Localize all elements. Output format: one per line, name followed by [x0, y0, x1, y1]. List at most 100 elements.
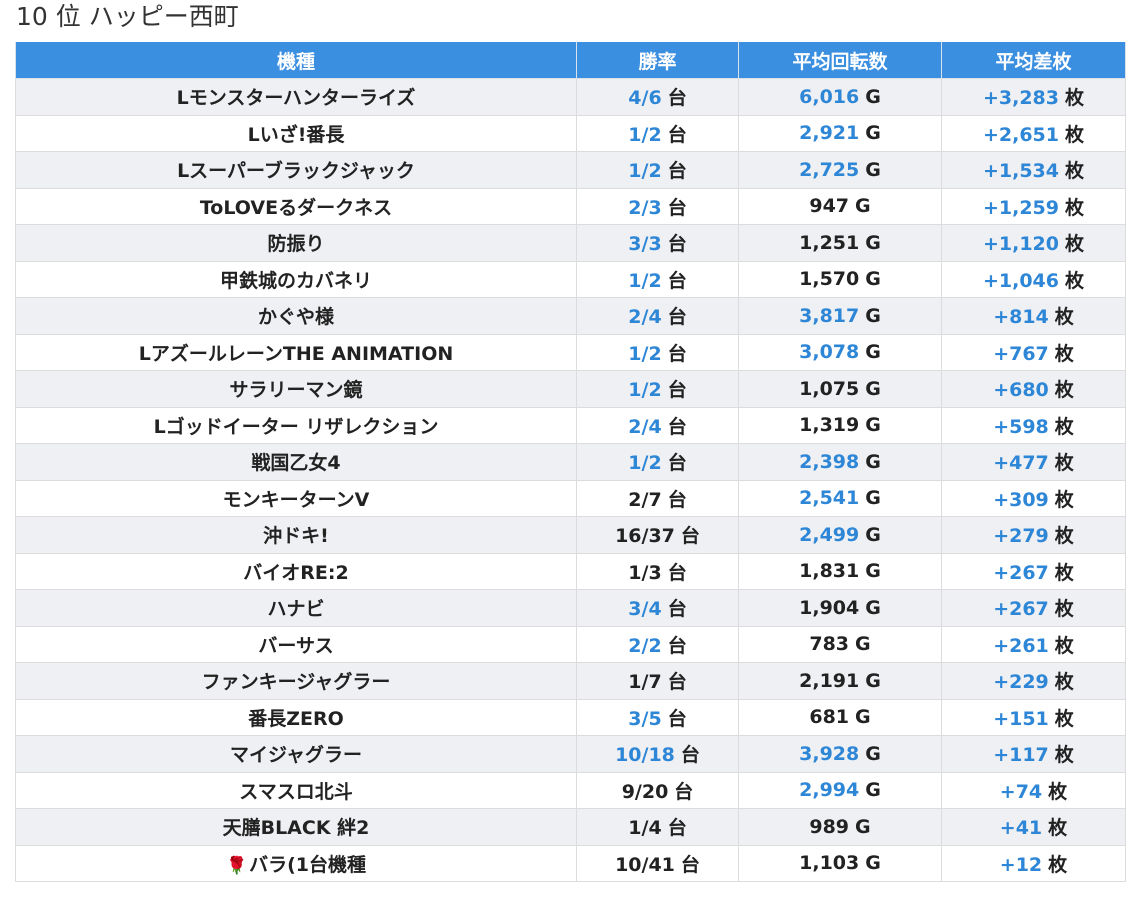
avg-diff-unit: 枚 — [1054, 598, 1074, 621]
avg-spins-value: 1,570 — [799, 268, 860, 291]
avg-diff-cell: +117 枚 — [941, 735, 1126, 773]
avg-diff-value: +1,120 — [982, 233, 1059, 256]
win-rate-cell: 3/5 台 — [576, 698, 739, 736]
avg-spins-cell: 947 G — [738, 187, 942, 225]
avg-spins-unit: G — [865, 414, 881, 437]
avg-spins-unit: G — [865, 158, 881, 181]
avg-diff-cell: +261 枚 — [941, 625, 1126, 663]
avg-spins-unit: G — [855, 815, 871, 838]
win-rate-unit: 台 — [667, 598, 687, 621]
avg-spins-cell: 6,016 G — [738, 78, 942, 116]
win-rate-unit: 台 — [667, 415, 687, 438]
avg-spins-value: 2,725 — [799, 158, 860, 181]
table-row: バイオRE:2 1/3 台 1,831 G +267 枚 — [15, 552, 1126, 590]
avg-diff-value: +1,046 — [982, 269, 1059, 292]
machine-name: 沖ドキ! — [263, 525, 329, 548]
table-row: 戦国乙女4 1/2 台 2,398 G +477 枚 — [15, 443, 1126, 481]
avg-spins-value: 1,251 — [799, 231, 860, 254]
machine-name: バーサス — [258, 634, 334, 657]
avg-diff-unit: 枚 — [1065, 87, 1085, 110]
avg-spins-unit: G — [865, 377, 881, 400]
win-rate-value: 3/4 — [628, 598, 662, 621]
win-rate-value: 9/20 — [621, 780, 669, 803]
table-row: ファンキージャグラー 1/7 台 2,191 G +229 枚 — [15, 662, 1126, 700]
avg-spins-cell: 2,921 G — [738, 114, 942, 152]
win-rate-cell: 4/6 台 — [576, 78, 739, 116]
machine-name: 天膳BLACK 絆2 — [222, 817, 370, 840]
win-rate-cell: 1/2 台 — [576, 443, 739, 481]
machine-name-cell: バイオRE:2 — [15, 552, 577, 590]
avg-spins-cell: 1,570 G — [738, 260, 942, 298]
avg-spins-value: 947 — [809, 195, 850, 218]
avg-diff-cell: +2,651 枚 — [941, 114, 1126, 152]
page-title: 10 位 ハッピー西町 — [16, 2, 239, 31]
avg-spins-unit: G — [865, 669, 881, 692]
machine-name: 甲鉄城のカバネリ — [219, 269, 372, 292]
avg-diff-value: +12 — [999, 853, 1043, 876]
machine-name-cell: 番長ZERO — [15, 698, 577, 736]
win-rate-cell: 1/2 台 — [576, 260, 739, 298]
avg-spins-value: 1,103 — [799, 852, 860, 875]
avg-diff-unit: 枚 — [1048, 817, 1068, 840]
win-rate-value: 10/18 — [615, 744, 675, 767]
avg-diff-unit: 枚 — [1048, 780, 1068, 803]
avg-spins-value: 3,078 — [799, 341, 860, 364]
avg-diff-unit: 枚 — [1054, 452, 1074, 475]
rose-icon: 🌹 — [225, 855, 248, 876]
avg-spins-unit: G — [865, 231, 881, 254]
avg-diff-unit: 枚 — [1054, 634, 1074, 657]
machine-name: かぐや様 — [257, 306, 334, 329]
avg-diff-value: +309 — [993, 488, 1049, 511]
avg-spins-value: 1,904 — [799, 596, 860, 619]
avg-diff-value: +767 — [993, 342, 1049, 365]
win-rate-cell: 1/3 台 — [576, 552, 739, 590]
avg-diff-value: +151 — [993, 707, 1049, 730]
avg-spins-unit: G — [865, 450, 881, 473]
machine-name-cell: モンキーターンV — [15, 479, 577, 517]
avg-diff-cell: +279 枚 — [941, 516, 1126, 554]
avg-spins-value: 1,831 — [799, 560, 860, 583]
win-rate-value: 1/2 — [628, 379, 662, 402]
win-rate-cell: 2/4 台 — [576, 406, 739, 444]
avg-spins-cell: 2,725 G — [738, 151, 942, 189]
win-rate-unit: 台 — [667, 342, 687, 365]
machine-name-cell: 天膳BLACK 絆2 — [15, 808, 577, 846]
avg-spins-value: 2,994 — [799, 779, 860, 802]
machine-name: スマスロ北斗 — [239, 780, 353, 803]
machine-name-cell: 甲鉄城のカバネリ — [15, 260, 577, 298]
avg-spins-value: 2,921 — [799, 122, 860, 145]
machine-name-cell: ハナビ — [15, 589, 577, 627]
table-row: スマスロ北斗 9/20 台 2,994 G +74 枚 — [15, 771, 1126, 809]
win-rate-value: 2/3 — [628, 196, 662, 219]
win-rate-cell: 10/18 台 — [576, 735, 739, 773]
machine-name-cell: マイジャグラー — [15, 735, 577, 773]
avg-spins-cell: 1,904 G — [738, 589, 942, 627]
avg-diff-unit: 枚 — [1065, 196, 1085, 219]
avg-spins-cell: 1,251 G — [738, 224, 942, 262]
table-row: 番長ZERO 3/5 台 681 G +151 枚 — [15, 698, 1126, 736]
avg-diff-value: +3,283 — [982, 87, 1059, 110]
avg-diff-unit: 枚 — [1054, 488, 1074, 511]
win-rate-value: 16/37 — [615, 525, 675, 548]
machine-name: ハナビ — [267, 598, 325, 621]
machine-name: 防振り — [267, 233, 325, 256]
machine-name-cell: Lモンスターハンターライズ — [15, 78, 577, 116]
avg-diff-value: +279 — [993, 525, 1049, 548]
win-rate-value: 1/7 — [628, 671, 662, 694]
machine-name: モンキーターンV — [222, 488, 370, 511]
table-row: 甲鉄城のカバネリ 1/2 台 1,570 G +1,046 枚 — [15, 260, 1126, 298]
win-rate-cell: 1/2 台 — [576, 114, 739, 152]
avg-spins-unit: G — [855, 195, 871, 218]
win-rate-value: 4/6 — [628, 87, 662, 110]
avg-diff-value: +229 — [993, 671, 1049, 694]
avg-diff-unit: 枚 — [1065, 269, 1085, 292]
avg-spins-cell: 1,103 G — [738, 844, 942, 882]
avg-diff-unit: 枚 — [1054, 707, 1074, 730]
table-row: Lいざ!番長 1/2 台 2,921 G +2,651 枚 — [15, 114, 1126, 152]
avg-diff-unit: 枚 — [1054, 525, 1074, 548]
machine-stats-table: 機種 勝率 平均回転数 平均差枚 Lモンスターハンターライズ 4/6 台 6,016 G… — [15, 42, 1126, 882]
win-rate-value: 1/4 — [628, 817, 662, 840]
avg-diff-cell: +229 枚 — [941, 662, 1126, 700]
win-rate-value: 1/2 — [628, 160, 662, 183]
table-row: Lスーパーブラックジャック 1/2 台 2,725 G +1,534 枚 — [15, 151, 1126, 189]
